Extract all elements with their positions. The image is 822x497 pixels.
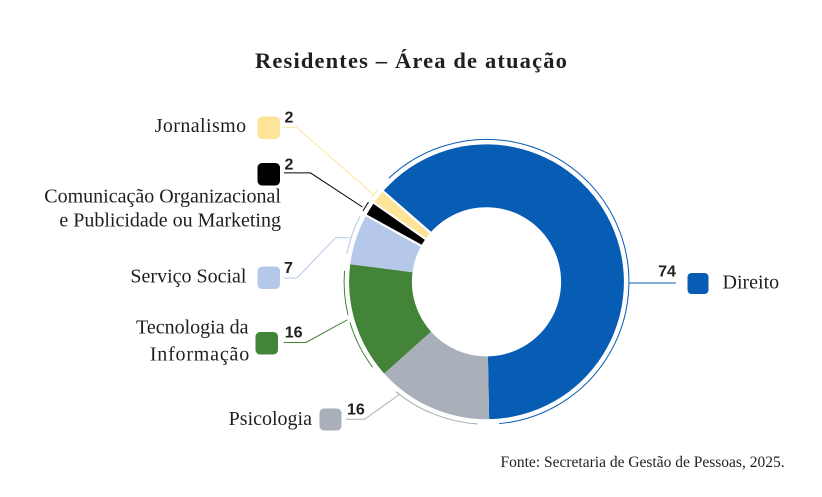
svg-text:74: 74	[658, 263, 676, 280]
svg-text:Jornalismo: Jornalismo	[155, 115, 247, 137]
svg-text:16: 16	[347, 401, 365, 418]
svg-text:16: 16	[285, 324, 303, 341]
svg-text:Tecnologia da: Tecnologia da	[136, 317, 249, 339]
svg-text:Informação: Informação	[150, 344, 250, 366]
svg-text:Direito: Direito	[723, 272, 780, 294]
svg-text:2: 2	[285, 109, 294, 126]
svg-text:2: 2	[285, 156, 294, 173]
svg-text:Fonte: Secretaria de Gestão de: Fonte: Secretaria de Gestão de Pessoas, …	[501, 454, 785, 471]
svg-text:Residentes – Área de atuação: Residentes – Área de atuação	[255, 48, 568, 73]
svg-text:Serviço Social: Serviço Social	[130, 266, 247, 288]
svg-text:7: 7	[284, 260, 293, 277]
svg-text:Psicologia: Psicologia	[229, 408, 312, 430]
svg-text:Comunicação Organizacional: Comunicação Organizacional	[44, 186, 281, 208]
svg-text:e Publicidade ou Marketing: e Publicidade ou Marketing	[59, 210, 281, 232]
